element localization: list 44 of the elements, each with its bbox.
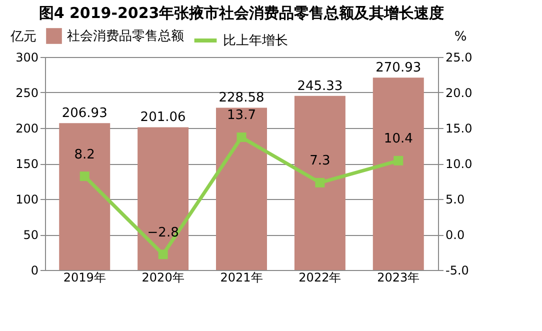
y2-tick-label: 25.0: [446, 50, 472, 64]
y-tick-label: 100: [16, 192, 38, 206]
data-label: −2.8: [147, 225, 179, 240]
y2-tick-label: 10.0: [446, 157, 472, 171]
y-tick-label: 300: [16, 50, 38, 64]
x-tick-label: 2021年: [220, 270, 263, 284]
point: [158, 250, 168, 260]
x-tick-label: 2020年: [142, 270, 184, 284]
y-tick-label: 200: [16, 122, 38, 136]
data-label: 206.93: [62, 106, 108, 122]
y2-tick-label: 0.0: [446, 228, 465, 242]
bar: [138, 127, 189, 270]
data-label: 13.7: [227, 108, 256, 124]
y2-tick-label: -5.0: [446, 264, 469, 278]
point: [236, 132, 246, 142]
bar: [59, 123, 110, 270]
data-label: 228.58: [218, 90, 264, 106]
data-label: 8.2: [74, 147, 95, 162]
y2-tick-label: 15.0: [446, 122, 472, 136]
bar: [294, 96, 346, 270]
point: [315, 178, 325, 188]
data-label: 7.3: [310, 154, 330, 169]
legend-label: 社会消费品零售总额: [67, 29, 184, 44]
y-tick-label: 250: [16, 86, 38, 100]
y-axis-title: 亿元: [10, 30, 36, 44]
y-tick-label: 0: [30, 264, 38, 278]
x-tick-label: 2023年: [377, 270, 420, 284]
point: [394, 156, 404, 166]
x-tick-label: 2022年: [298, 270, 342, 284]
legend-label: 比上年增长: [223, 34, 288, 48]
chart-title: 图4 2019-2023年张掖市社会消费品零售总额及其增长速度: [38, 4, 444, 22]
y-tick-label: 150: [16, 157, 38, 171]
x-tick-label: 2019年: [63, 270, 106, 284]
y2-tick-label: 20.0: [446, 86, 472, 100]
bar: [216, 108, 267, 270]
bar: [372, 78, 424, 270]
y-tick-label: 50: [23, 228, 38, 242]
y2-axis-title: %: [454, 30, 467, 44]
y2-tick-label: 5.0: [446, 192, 465, 206]
data-label: 270.93: [376, 60, 422, 76]
point: [80, 172, 90, 182]
data-label: 201.06: [140, 110, 186, 126]
data-label: 245.33: [297, 78, 343, 94]
data-label: 10.4: [384, 132, 413, 147]
